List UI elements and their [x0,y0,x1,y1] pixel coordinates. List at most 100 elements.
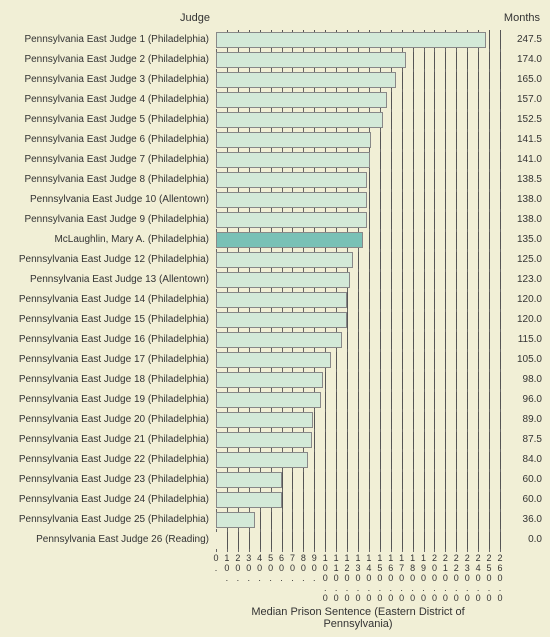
bar [216,212,367,228]
row-label: Pennsylvania East Judge 16 (Philadelphia… [8,330,213,350]
bar [216,352,331,368]
x-tick-label: 220.0 [451,553,461,603]
bar [216,252,353,268]
chart-row: Pennsylvania East Judge 5 (Philadelphia)… [8,110,542,130]
chart-row: Pennsylvania East Judge 16 (Philadelphia… [8,330,542,350]
row-value: 157.0 [504,90,542,110]
chart-row: Pennsylvania East Judge 15 (Philadelphia… [8,310,542,330]
x-tick-label: 130.0 [353,553,363,603]
x-tick-label: 170.0 [397,553,407,603]
x-tick-label: 10. [222,553,232,583]
row-label: Pennsylvania East Judge 2 (Philadelphia) [8,50,213,70]
row-label: Pennsylvania East Judge 18 (Philadelphia… [8,370,213,390]
chart-row: Pennsylvania East Judge 13 (Allentown) 12… [8,270,542,290]
x-tick-label: 200.0 [429,553,439,603]
chart-row: Pennsylvania East Judge 26 (Reading)0.0 [8,530,542,550]
row-value: 174.0 [504,50,542,70]
chart-row: Pennsylvania East Judge 18 (Philadelphia… [8,370,542,390]
bar [216,152,370,168]
row-value: 120.0 [504,290,542,310]
row-label: Pennsylvania East Judge 12 (Philadelphia… [8,250,213,270]
bar [216,292,347,308]
row-value: 0.0 [504,530,542,550]
row-value: 138.0 [504,210,542,230]
row-label: Pennsylvania East Judge 4 (Philadelphia) [8,90,213,110]
row-label: Pennsylvania East Judge 5 (Philadelphia) [8,110,213,130]
row-label: Pennsylvania East Judge 22 (Philadelphia… [8,450,213,470]
bar [216,312,347,328]
row-label: Pennsylvania East Judge 3 (Philadelphia) [8,70,213,90]
x-tick-label: 90. [309,553,319,583]
row-label: Pennsylvania East Judge 8 (Philadelphia) [8,170,213,190]
x-tick-label: 210.0 [440,553,450,603]
chart-row: Pennsylvania East Judge 24 (Philadelphia… [8,490,542,510]
bar [216,272,350,288]
x-tick-label: 140.0 [364,553,374,603]
row-value: 247.5 [504,30,542,50]
row-value: 135.0 [504,230,542,250]
bar [216,472,282,488]
row-label: Pennsylvania East Judge 15 (Philadelphia… [8,310,213,330]
chart-row: McLaughlin, Mary A. (Philadelphia)135.0 [8,230,542,250]
row-value: 123.0 [504,270,542,290]
x-tick-label: 230.0 [462,553,472,603]
x-tick-label: 260.0 [495,553,505,603]
bar [216,172,367,188]
row-label: Pennsylvania East Judge 1 (Philadelphia) [8,30,213,50]
bar [216,72,396,88]
chart-row: Pennsylvania East Judge 14 (Philadelphia… [8,290,542,310]
chart-row: Pennsylvania East Judge 25 (Philadelphia… [8,510,542,530]
row-label: Pennsylvania East Judge 10 (Allentown) [8,190,213,210]
row-value: 89.0 [504,410,542,430]
bar [216,32,486,48]
row-label: Pennsylvania East Judge 21 (Philadelphia… [8,430,213,450]
chart-row: Pennsylvania East Judge 4 (Philadelphia)… [8,90,542,110]
x-tick-label: 190.0 [419,553,429,603]
x-tick-label: 120.0 [342,553,352,603]
row-label: Pennsylvania East Judge 25 (Philadelphia… [8,510,213,530]
row-value: 36.0 [504,510,542,530]
row-label: Pennsylvania East Judge 6 (Philadelphia) [8,130,213,150]
x-axis-labels: 0.10.20.30.40.50.60.70.80.90.100.0110.01… [216,553,500,593]
x-tick-label: 20. [233,553,243,583]
row-value: 105.0 [504,350,542,370]
x-tick-label: 50. [266,553,276,583]
row-value: 165.0 [504,70,542,90]
row-label: Pennsylvania East Judge 23 (Philadelphia… [8,470,213,490]
row-label: Pennsylvania East Judge 9 (Philadelphia) [8,210,213,230]
row-value: 120.0 [504,310,542,330]
x-tick-label: 60. [277,553,287,583]
row-label: Pennsylvania East Judge 13 (Allentown) [8,270,213,290]
bar [216,392,321,408]
bar [216,512,255,528]
chart-row: Pennsylvania East Judge 17 (Philadelphia… [8,350,542,370]
chart-row: Pennsylvania East Judge 7 (Philadelphia)… [8,150,542,170]
x-tick-label: 40. [255,553,265,583]
row-value: 60.0 [504,490,542,510]
row-value: 138.5 [504,170,542,190]
header-months: Months [504,12,540,24]
bar [216,52,406,68]
chart-row: Pennsylvania East Judge 21 (Philadelphia… [8,430,542,450]
bar [216,332,342,348]
row-value: 141.0 [504,150,542,170]
bar [216,452,308,468]
bar [216,192,367,208]
bar [216,412,313,428]
chart-row: Pennsylvania East Judge 3 (Philadelphia)… [8,70,542,90]
row-value: 60.0 [504,470,542,490]
bar [216,492,282,508]
chart-row: Pennsylvania East Judge 19 (Philadelphia… [8,390,542,410]
bar [216,372,323,388]
row-value: 152.5 [504,110,542,130]
x-tick-label: 250.0 [484,553,494,603]
x-tick-label: 0. [211,553,221,573]
bar [216,112,383,128]
row-value: 125.0 [504,250,542,270]
row-label: Pennsylvania East Judge 24 (Philadelphia… [8,490,213,510]
x-tick-label: 100.0 [320,553,330,603]
row-label: Pennsylvania East Judge 19 (Philadelphia… [8,390,213,410]
chart-row: Pennsylvania East Judge 23 (Philadelphia… [8,470,542,490]
chart-row: Pennsylvania East Judge 22 (Philadelphia… [8,450,542,470]
row-value: 87.5 [504,430,542,450]
